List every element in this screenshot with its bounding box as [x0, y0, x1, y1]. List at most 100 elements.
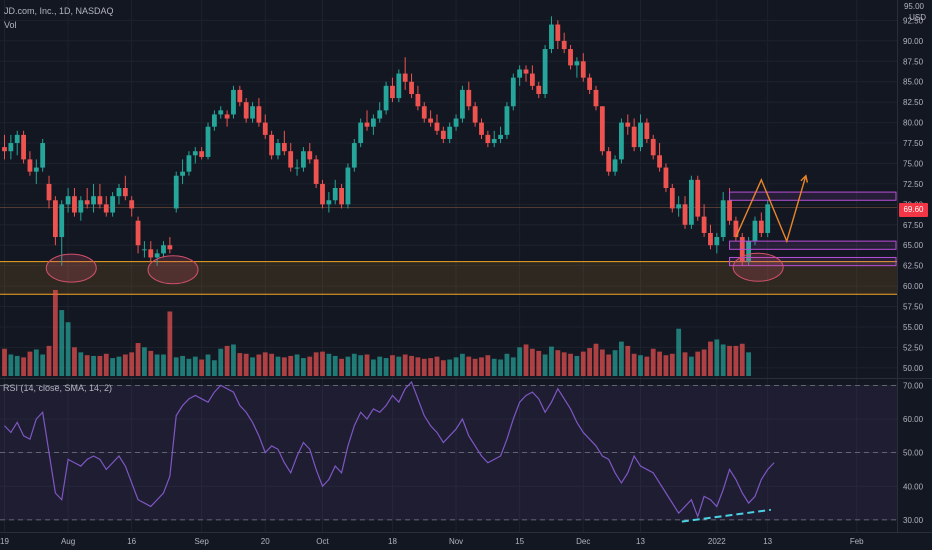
candle-body: [173, 175, 179, 209]
currency-label: USD: [909, 13, 926, 22]
volume-bar: [695, 351, 701, 376]
volume-bar: [313, 352, 319, 376]
volume-bar: [606, 354, 612, 376]
candle-body: [110, 196, 116, 213]
candle-body: [231, 89, 236, 115]
candle-body: [708, 232, 713, 246]
volume-bar: [122, 354, 128, 376]
volume-bar: [708, 341, 713, 376]
resistance-box: [729, 256, 897, 267]
volume-bar: [224, 345, 230, 376]
candle-body: [599, 106, 605, 152]
volume-bar: [199, 359, 205, 376]
candle-body: [8, 143, 14, 152]
volume-bar: [364, 354, 370, 376]
candle-body: [288, 151, 294, 168]
volume-bar: [625, 345, 631, 376]
volume-bar: [116, 356, 122, 376]
volume-bar: [180, 355, 185, 376]
price-tick-label: 75.00: [903, 159, 924, 168]
symbol-title[interactable]: JD.com, Inc., 1D, NASDAQ: [4, 6, 114, 16]
volume-bar: [733, 345, 739, 376]
rsi-label[interactable]: RSI (14, close, SMA, 14, 2): [3, 383, 113, 393]
volume-bar: [142, 347, 147, 376]
volume-bar: [218, 348, 224, 376]
volume-bar: [669, 353, 675, 376]
candle-body: [275, 143, 281, 156]
highlight-ellipse: [45, 253, 97, 283]
candle-body: [52, 200, 58, 238]
candle-body: [2, 147, 7, 152]
volume-bar: [561, 352, 567, 376]
currency-top-tick: 95.00: [903, 2, 924, 11]
candle-body: [218, 110, 224, 115]
volume-bar: [21, 357, 26, 376]
volume-bar: [390, 355, 395, 376]
volume-bar: [657, 351, 662, 376]
volume-bar: [301, 358, 306, 376]
time-tick-label: 2022: [708, 537, 726, 546]
candle-body: [307, 151, 313, 160]
volume-bar: [638, 355, 643, 376]
candle-body: [453, 118, 459, 127]
volume-bar: [205, 354, 211, 376]
volume-bar: [332, 355, 338, 376]
volume-bar: [498, 359, 503, 376]
volume-bar: [103, 353, 109, 376]
candle-body: [682, 204, 688, 225]
candle-body: [192, 151, 198, 156]
candle-body: [644, 122, 650, 139]
volume-bar: [676, 328, 682, 376]
volume-bar: [491, 358, 497, 376]
rsi-line: [4, 380, 775, 519]
volume-bar: [326, 353, 332, 376]
price-tick-label: 85.00: [903, 78, 924, 87]
volume-bar: [383, 358, 389, 376]
candle-body: [326, 200, 332, 205]
candle-body: [313, 159, 319, 184]
candle-body: [250, 106, 255, 119]
volume-bar: [650, 348, 656, 376]
candle-body: [555, 24, 561, 41]
time-tick-label: Nov: [449, 537, 463, 546]
time-tick-label: 13: [763, 537, 772, 546]
projection-path: [735, 175, 807, 244]
price-tick-label: 67.50: [903, 221, 924, 230]
candle-body: [358, 122, 364, 144]
volume-bar: [110, 358, 116, 376]
candle-body: [676, 204, 682, 209]
candle-body: [364, 122, 370, 127]
volume-bar: [447, 359, 453, 376]
candle-body: [27, 159, 33, 172]
candle-body: [199, 151, 205, 157]
rsi-tick-label: 50.00: [903, 449, 924, 458]
volume-bar: [727, 345, 732, 376]
candle-body: [765, 204, 771, 233]
volume-bar: [434, 356, 440, 376]
candle-body: [142, 249, 147, 251]
volume-bar: [154, 354, 160, 376]
volume-bar: [644, 356, 650, 376]
candle-body: [529, 73, 535, 86]
volume-bar: [466, 356, 472, 376]
candle-body: [523, 69, 529, 74]
volume-bar: [135, 343, 141, 376]
price-tick-label: 65.00: [903, 241, 924, 250]
volume-bar: [739, 343, 745, 376]
volume-bar: [631, 353, 637, 376]
volume-bar: [8, 354, 14, 376]
candle-body: [593, 89, 599, 107]
volume-bars: [2, 290, 752, 376]
volume-bar: [27, 351, 33, 376]
candle-body: [758, 220, 764, 233]
volume-bar: [568, 353, 573, 376]
volume-bar: [192, 356, 198, 376]
candle-body: [619, 122, 624, 160]
candle-body: [129, 200, 135, 209]
candle-body: [638, 122, 643, 148]
volume-bar: [358, 355, 364, 376]
volume-bar: [40, 354, 46, 376]
candle-body: [72, 196, 77, 213]
volume-bar: [682, 352, 688, 376]
